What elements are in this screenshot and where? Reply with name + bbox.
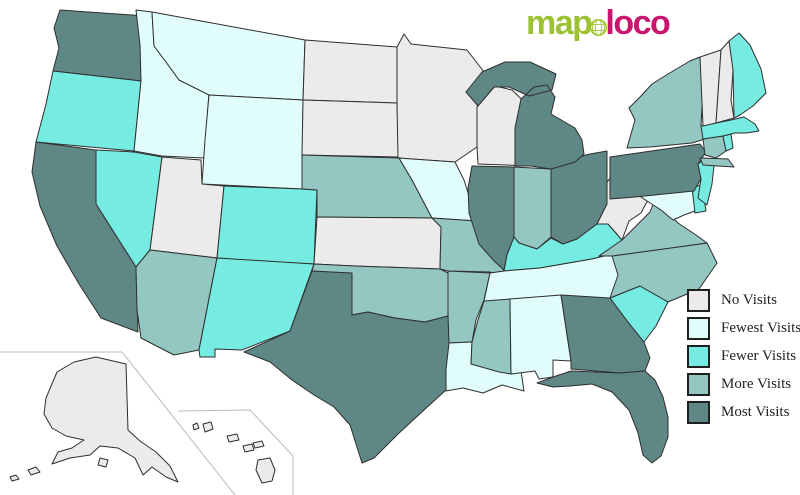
hawaii-inset-border bbox=[177, 409, 294, 495]
state-alaska bbox=[9, 356, 179, 483]
map-legend: No Visits Fewest Visits Fewer Visits Mor… bbox=[687, 289, 800, 430]
legend-item-most-visits: Most Visits bbox=[687, 401, 800, 424]
maploco-logo[interactable]: map loco bbox=[526, 4, 671, 42]
state-wyoming bbox=[201, 94, 304, 190]
state-washington bbox=[52, 9, 147, 82]
state-pennsylvania bbox=[609, 143, 707, 200]
state-florida bbox=[536, 370, 669, 464]
state-massachusetts bbox=[700, 116, 760, 140]
logo-map-text: map bbox=[526, 4, 593, 42]
legend-label: No Visits bbox=[721, 292, 777, 308]
state-colorado bbox=[216, 185, 318, 265]
legend-item-fewest-visits: Fewest Visits bbox=[687, 317, 800, 340]
state-oregon bbox=[35, 70, 142, 152]
state-south-dakota bbox=[301, 99, 400, 158]
state-kansas bbox=[313, 216, 442, 270]
legend-item-no-visits: No Visits bbox=[687, 289, 800, 312]
state-north-dakota bbox=[302, 39, 398, 104]
state-indiana bbox=[513, 166, 552, 250]
state-connecticut bbox=[702, 135, 727, 159]
legend-swatch bbox=[687, 289, 710, 312]
alaska-inset-border bbox=[0, 351, 236, 495]
legend-swatch bbox=[687, 345, 710, 368]
state-maine bbox=[728, 32, 767, 119]
state-north-carolina bbox=[609, 242, 718, 303]
logo-loco-text: loco bbox=[605, 4, 670, 42]
legend-label: More Visits bbox=[721, 376, 792, 392]
state-texas bbox=[243, 270, 451, 464]
legend-label: Fewer Visits bbox=[721, 348, 797, 364]
state-hawaii bbox=[192, 421, 276, 484]
legend-swatch bbox=[687, 317, 710, 340]
legend-label: Fewest Visits bbox=[721, 320, 800, 336]
legend-item-more-visits: More Visits bbox=[687, 373, 800, 396]
state-alabama bbox=[509, 294, 572, 380]
legend-label: Most Visits bbox=[721, 404, 790, 420]
globe-icon bbox=[590, 19, 608, 36]
legend-swatch bbox=[687, 401, 710, 424]
legend-swatch bbox=[687, 373, 710, 396]
state-new-york bbox=[626, 56, 735, 168]
legend-item-fewer-visits: Fewer Visits bbox=[687, 345, 800, 368]
state-michigan bbox=[465, 61, 585, 170]
